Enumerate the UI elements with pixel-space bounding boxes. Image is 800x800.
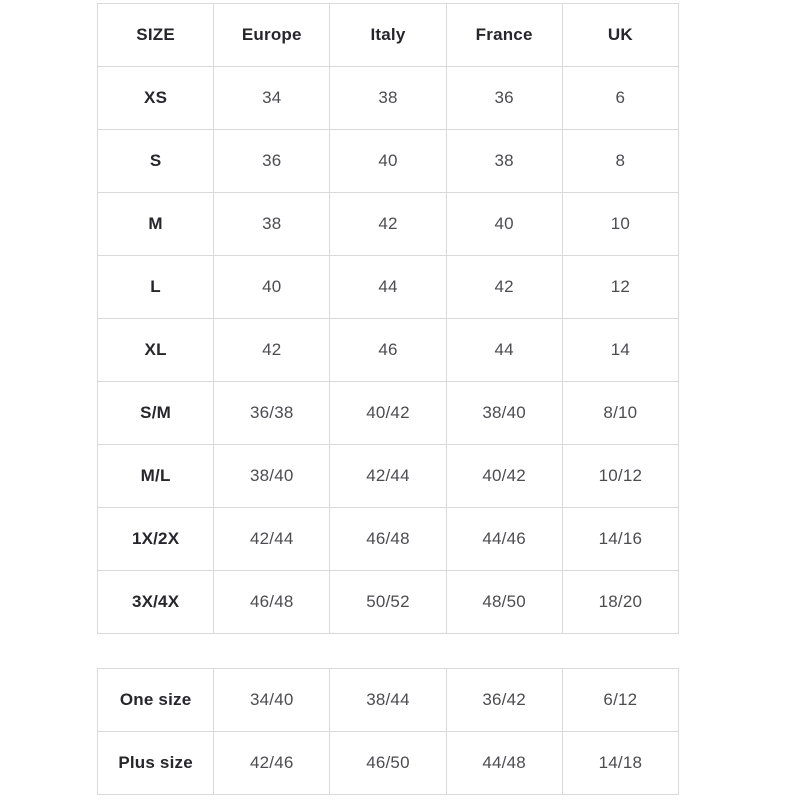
row-header: 3X/4X <box>96 570 215 634</box>
table-cell: 40 <box>329 129 447 193</box>
table-cell: 34/40 <box>213 668 331 732</box>
table-cell: 6 <box>561 66 680 130</box>
table-cell: 44 <box>445 318 563 382</box>
table-cell: 44/46 <box>445 507 563 571</box>
table-cell: 46 <box>329 318 447 382</box>
column-header-france: France <box>445 3 563 67</box>
table-cell: 40 <box>445 192 563 256</box>
table-cell: 42/44 <box>213 507 331 571</box>
header-row: SIZE Europe Italy France UK <box>96 3 680 67</box>
row-header: XL <box>96 318 215 382</box>
size-guide: SIZE Europe Italy France UK XS 34 38 36 … <box>96 3 680 795</box>
table-cell: 38 <box>445 129 563 193</box>
row-header: XS <box>96 66 215 130</box>
table-gap <box>97 634 679 668</box>
table-cell: 14/18 <box>561 731 680 795</box>
table-cell: 42/44 <box>329 444 447 508</box>
table-cell: 38 <box>213 192 331 256</box>
table-cell: 42 <box>445 255 563 319</box>
table-cell: 36/38 <box>213 381 331 445</box>
table-cell: 36 <box>213 129 331 193</box>
table-row: XS 34 38 36 6 <box>96 66 680 130</box>
table-row: M 38 42 40 10 <box>96 192 680 256</box>
table-cell: 18/20 <box>561 570 680 634</box>
table-cell: 40/42 <box>445 444 563 508</box>
table-cell: 46/50 <box>329 731 447 795</box>
table-row: S/M 36/38 40/42 38/40 8/10 <box>96 381 680 445</box>
row-header: S <box>96 129 215 193</box>
table-cell: 40 <box>213 255 331 319</box>
table-cell: 8 <box>561 129 680 193</box>
table-cell: 38/44 <box>329 668 447 732</box>
special-sizes-table: One size 34/40 38/44 36/42 6/12 Plus siz… <box>96 668 680 795</box>
column-header-italy: Italy <box>329 3 447 67</box>
row-header: L <box>96 255 215 319</box>
table-cell: 46/48 <box>213 570 331 634</box>
row-header: S/M <box>96 381 215 445</box>
table-cell: 14 <box>561 318 680 382</box>
size-conversion-table: SIZE Europe Italy France UK XS 34 38 36 … <box>96 3 680 634</box>
column-header-size: SIZE <box>96 3 215 67</box>
row-header: One size <box>96 668 215 732</box>
table-cell: 10/12 <box>561 444 680 508</box>
table-cell: 42 <box>329 192 447 256</box>
table-row: One size 34/40 38/44 36/42 6/12 <box>96 668 680 732</box>
row-header: M <box>96 192 215 256</box>
row-header: M/L <box>96 444 215 508</box>
table-row: XL 42 46 44 14 <box>96 318 680 382</box>
table-cell: 38 <box>329 66 447 130</box>
table-cell: 38/40 <box>213 444 331 508</box>
table-cell: 44/48 <box>445 731 563 795</box>
column-header-europe: Europe <box>213 3 331 67</box>
table-cell: 10 <box>561 192 680 256</box>
table-cell: 40/42 <box>329 381 447 445</box>
table-row: M/L 38/40 42/44 40/42 10/12 <box>96 444 680 508</box>
table-cell: 46/48 <box>329 507 447 571</box>
table-cell: 38/40 <box>445 381 563 445</box>
table-row: L 40 44 42 12 <box>96 255 680 319</box>
table-cell: 48/50 <box>445 570 563 634</box>
table-cell: 42/46 <box>213 731 331 795</box>
table-row: Plus size 42/46 46/50 44/48 14/18 <box>96 731 680 795</box>
row-header: 1X/2X <box>96 507 215 571</box>
table-row: S 36 40 38 8 <box>96 129 680 193</box>
table-row: 3X/4X 46/48 50/52 48/50 18/20 <box>96 570 680 634</box>
table-cell: 8/10 <box>561 381 680 445</box>
table-cell: 50/52 <box>329 570 447 634</box>
column-header-uk: UK <box>561 3 680 67</box>
table-cell: 42 <box>213 318 331 382</box>
row-header: Plus size <box>96 731 215 795</box>
table-cell: 6/12 <box>561 668 680 732</box>
table-cell: 12 <box>561 255 680 319</box>
table-row: 1X/2X 42/44 46/48 44/46 14/16 <box>96 507 680 571</box>
table-cell: 36/42 <box>445 668 563 732</box>
table-cell: 44 <box>329 255 447 319</box>
table-cell: 14/16 <box>561 507 680 571</box>
table-cell: 36 <box>445 66 563 130</box>
table-cell: 34 <box>213 66 331 130</box>
